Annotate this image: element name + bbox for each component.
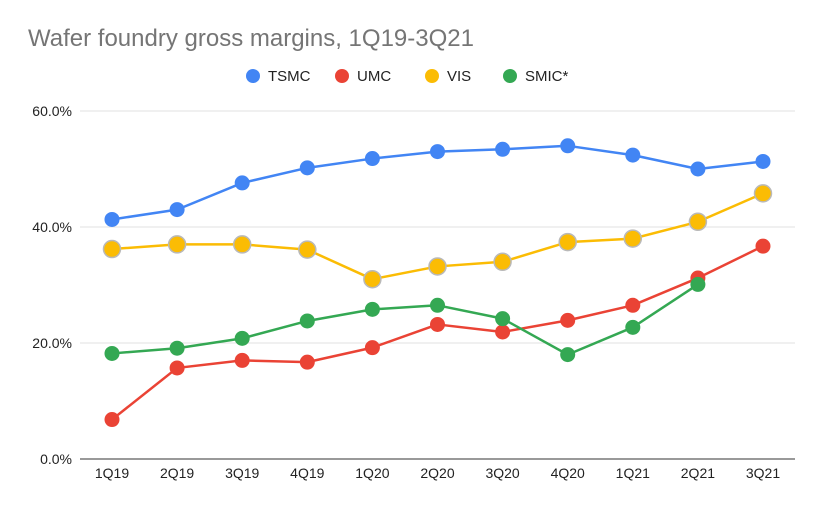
data-point: [364, 301, 380, 317]
x-tick-label: 3Q20: [485, 465, 519, 481]
data-point: [428, 257, 447, 276]
data-point: [430, 316, 445, 332]
data-point: [560, 138, 576, 154]
x-tick-label: 2Q21: [681, 465, 715, 481]
y-tick-label: 20.0%: [32, 335, 72, 351]
series-line: [111, 283, 699, 356]
gridlines: [80, 110, 795, 460]
series-tsmc: [104, 138, 771, 227]
data-point: [234, 175, 250, 191]
legend-item: UMC: [335, 68, 391, 85]
legend-marker: [503, 69, 517, 83]
data-point: [495, 311, 511, 327]
data-point: [299, 313, 315, 329]
data-point: [755, 238, 771, 254]
data-point: [560, 312, 576, 328]
data-point: [364, 151, 380, 167]
x-tick-label: 2Q20: [420, 465, 454, 481]
data-point: [167, 235, 187, 254]
data-point: [298, 240, 317, 259]
x-tick-label: 4Q20: [551, 465, 585, 481]
data-point: [102, 239, 122, 259]
data-point: [495, 141, 511, 157]
data-point: [690, 276, 706, 292]
data-point: [625, 147, 641, 163]
y-tick-label: 40.0%: [32, 219, 72, 235]
legend-label: UMC: [357, 68, 391, 85]
data-point: [299, 160, 315, 176]
data-point: [299, 354, 315, 370]
legend-marker: [335, 69, 349, 83]
series-smic: [104, 276, 706, 363]
series-vis: [102, 184, 773, 289]
legend-item: TSMC: [246, 68, 311, 85]
data-point: [625, 319, 641, 335]
chart-title: Wafer foundry gross margins, 1Q19-3Q21: [28, 25, 474, 52]
data-point: [430, 297, 445, 313]
data-point: [232, 235, 252, 254]
y-tick-label: 0.0%: [40, 451, 72, 467]
data-point: [495, 324, 511, 340]
data-point: [234, 330, 250, 346]
x-tick-label: 4Q19: [290, 465, 324, 481]
legend-item: VIS: [425, 68, 471, 85]
data-point: [755, 153, 771, 169]
data-point: [364, 340, 380, 356]
data-point: [625, 297, 641, 313]
legend-label: VIS: [447, 68, 471, 85]
x-tick-label: 3Q19: [225, 465, 259, 481]
data-point: [234, 352, 250, 368]
y-axis: 0.0% 20.0% 40.0% 60.0%: [32, 103, 72, 467]
data-point: [690, 161, 706, 177]
data-point: [558, 232, 577, 252]
data-point: [363, 269, 382, 289]
legend-item: SMIC*: [503, 68, 569, 85]
data-point: [169, 340, 185, 356]
data-point: [104, 211, 120, 227]
legend-marker: [246, 69, 260, 83]
x-axis: 1Q19 2Q19 3Q19 4Q19 1Q20 2Q20 3Q20 4Q20 1Q21 2Q21…: [95, 465, 780, 481]
data-point: [493, 252, 512, 272]
series-umc: [104, 238, 771, 428]
data-point: [430, 144, 445, 160]
x-tick-label: 2Q19: [160, 465, 194, 481]
legend-label: TSMC: [268, 68, 311, 85]
data-point: [169, 202, 185, 218]
y-tick-label: 60.0%: [32, 103, 72, 119]
data-point: [560, 347, 576, 363]
data-point: [104, 345, 120, 361]
legend-label: SMIC*: [525, 68, 569, 85]
data-point: [688, 212, 708, 232]
x-tick-label: 3Q21: [746, 465, 780, 481]
x-tick-label: 1Q20: [355, 465, 389, 481]
series-group: [102, 138, 773, 428]
legend: TSMC UMC VIS SMIC*: [246, 68, 569, 85]
data-point: [753, 184, 773, 203]
data-point: [169, 360, 185, 376]
legend-marker: [425, 69, 439, 83]
x-tick-label: 1Q19: [95, 465, 129, 481]
data-point: [623, 229, 643, 248]
x-tick-label: 1Q21: [616, 465, 650, 481]
data-point: [104, 412, 120, 428]
